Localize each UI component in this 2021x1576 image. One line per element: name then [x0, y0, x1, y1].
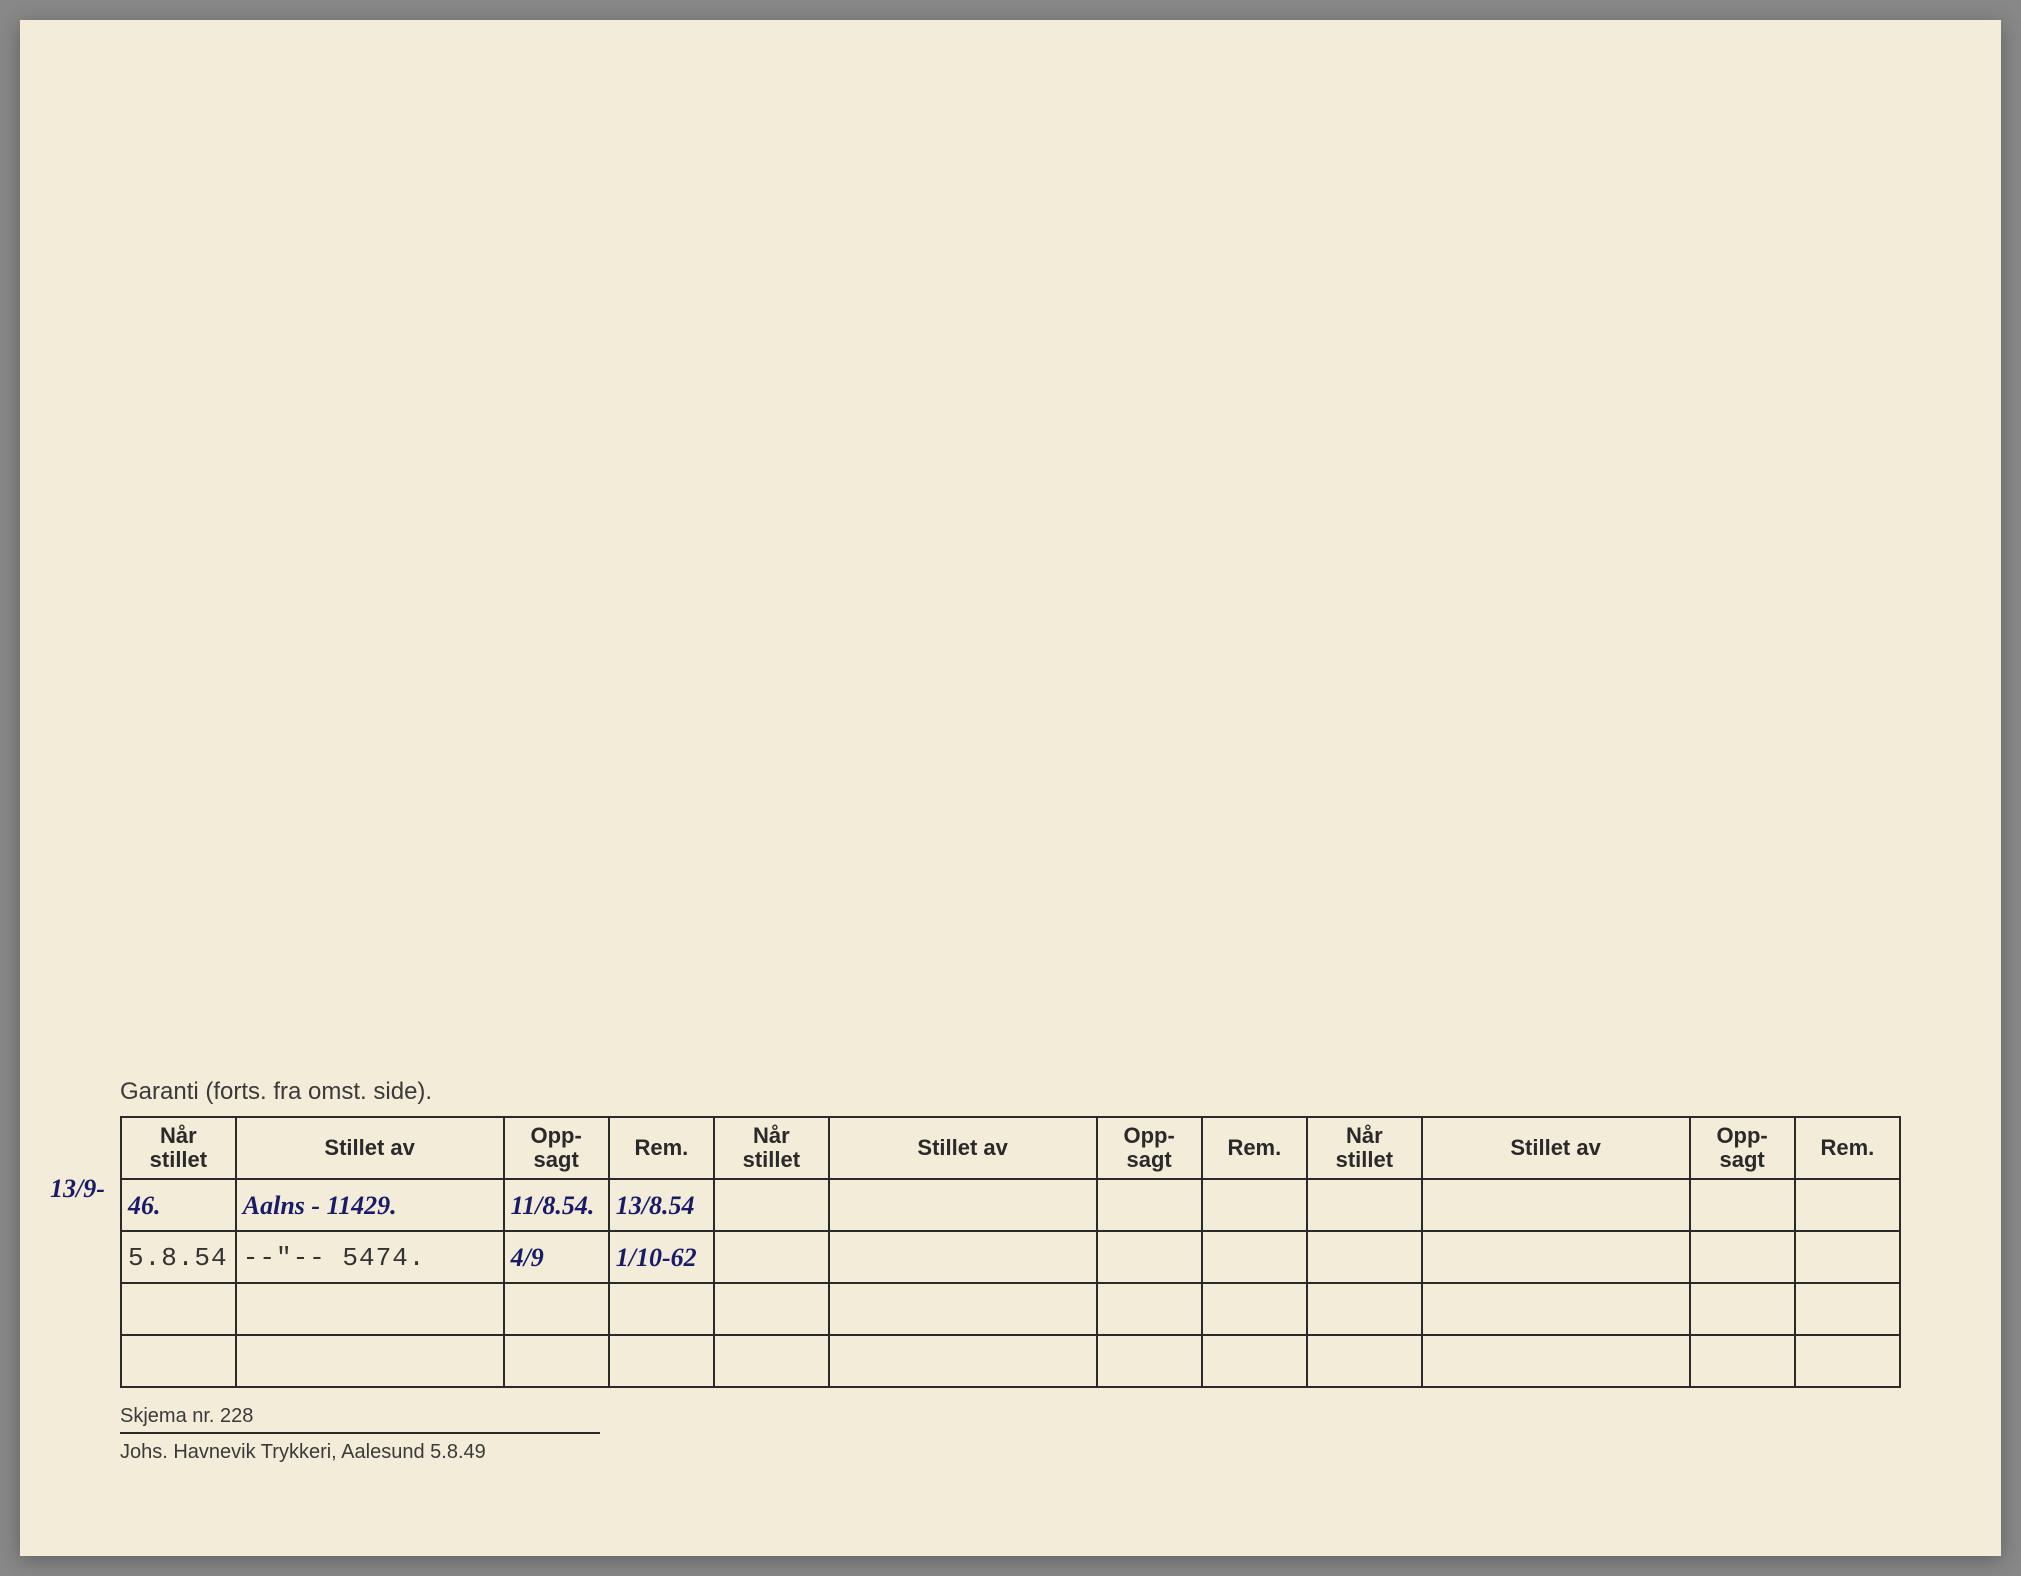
- cell-empty: [1097, 1231, 1202, 1283]
- cell-empty: [121, 1283, 236, 1335]
- cell-empty: [1202, 1283, 1307, 1335]
- header-stillet-av-1: Stillet av: [236, 1117, 504, 1179]
- table-row: [121, 1283, 1900, 1335]
- header-rem-3: Rem.: [1795, 1117, 1900, 1179]
- cell-rem: 1/10-62: [609, 1231, 714, 1283]
- cell-empty: [1307, 1179, 1422, 1231]
- cell-empty: [714, 1231, 829, 1283]
- cell-stillet-av: --"-- 5474.: [236, 1231, 504, 1283]
- header-opp-sagt-2: Opp- sagt: [1097, 1117, 1202, 1179]
- cell-empty: [1307, 1283, 1422, 1335]
- cell-empty: [714, 1335, 829, 1387]
- cell-empty: [609, 1335, 714, 1387]
- cell-opp-sagt: 11/8.54.: [504, 1179, 609, 1231]
- header-row: Når stillet Stillet av Opp- sagt Rem. Nå…: [121, 1117, 1900, 1179]
- cell-empty: [504, 1283, 609, 1335]
- cell-empty: [1422, 1179, 1690, 1231]
- cell-empty: [1690, 1335, 1795, 1387]
- cell-rem: 13/8.54: [609, 1179, 714, 1231]
- cell-opp-sagt: 4/9: [504, 1231, 609, 1283]
- cell-empty: [829, 1179, 1097, 1231]
- cell-empty: [1307, 1231, 1422, 1283]
- table-caption: Garanti (forts. fra omst. side).: [120, 1078, 1901, 1106]
- header-rem-2: Rem.: [1202, 1117, 1307, 1179]
- footer-printer: Johs. Havnevik Trykkeri, Aalesund 5.8.49: [120, 1432, 600, 1466]
- header-nar-stillet-3: Når stillet: [1307, 1117, 1422, 1179]
- cell-empty: [121, 1335, 236, 1387]
- cell-empty: [829, 1231, 1097, 1283]
- cell-empty: [829, 1335, 1097, 1387]
- cell-empty: [714, 1283, 829, 1335]
- table-row: [121, 1335, 1900, 1387]
- table-row: 46. Aalns - 11429. 11/8.54. 13/8.54: [121, 1179, 1900, 1231]
- cell-empty: [1795, 1283, 1900, 1335]
- cell-empty: [236, 1335, 504, 1387]
- cell-nar-stillet: 5.8.54: [121, 1231, 236, 1283]
- header-nar-stillet-2: Når stillet: [714, 1117, 829, 1179]
- cell-empty: [1097, 1335, 1202, 1387]
- cell-empty: [1795, 1231, 1900, 1283]
- cell-empty: [1202, 1179, 1307, 1231]
- cell-empty: [1422, 1231, 1690, 1283]
- cell-empty: [504, 1335, 609, 1387]
- cell-empty: [236, 1283, 504, 1335]
- cell-empty: [1422, 1335, 1690, 1387]
- table-wrapper: 13/9- Når stillet Stillet av Opp- sagt R…: [120, 1116, 1901, 1388]
- cell-empty: [1690, 1179, 1795, 1231]
- form-footer: Skjema nr. 228 Johs. Havnevik Trykkeri, …: [120, 1402, 1901, 1466]
- cell-empty: [1097, 1283, 1202, 1335]
- header-rem-1: Rem.: [609, 1117, 714, 1179]
- cell-empty: [1690, 1231, 1795, 1283]
- cell-empty: [1795, 1335, 1900, 1387]
- cell-empty: [609, 1283, 714, 1335]
- form-content: Garanti (forts. fra omst. side). 13/9- N…: [120, 1078, 1901, 1466]
- header-nar-stillet-1: Når stillet: [121, 1117, 236, 1179]
- cell-empty: [1690, 1283, 1795, 1335]
- document-page: Garanti (forts. fra omst. side). 13/9- N…: [20, 20, 2001, 1556]
- cell-empty: [1202, 1335, 1307, 1387]
- cell-empty: [714, 1179, 829, 1231]
- header-stillet-av-3: Stillet av: [1422, 1117, 1690, 1179]
- header-opp-sagt-1: Opp- sagt: [504, 1117, 609, 1179]
- table-row: 5.8.54 --"-- 5474. 4/9 1/10-62: [121, 1231, 1900, 1283]
- cell-empty: [1422, 1283, 1690, 1335]
- cell-stillet-av: Aalns - 11429.: [236, 1179, 504, 1231]
- cell-empty: [1307, 1335, 1422, 1387]
- cell-empty: [1202, 1231, 1307, 1283]
- cell-empty: [829, 1283, 1097, 1335]
- cell-empty: [1795, 1179, 1900, 1231]
- cell-nar-stillet: 46.: [121, 1179, 236, 1231]
- guarantee-table: Når stillet Stillet av Opp- sagt Rem. Nå…: [120, 1116, 1901, 1388]
- header-stillet-av-2: Stillet av: [829, 1117, 1097, 1179]
- cell-empty: [1097, 1179, 1202, 1231]
- header-opp-sagt-3: Opp- sagt: [1690, 1117, 1795, 1179]
- margin-note-row-1: 13/9-: [50, 1174, 105, 1204]
- footer-schema-nr: Skjema nr. 228: [120, 1402, 1901, 1430]
